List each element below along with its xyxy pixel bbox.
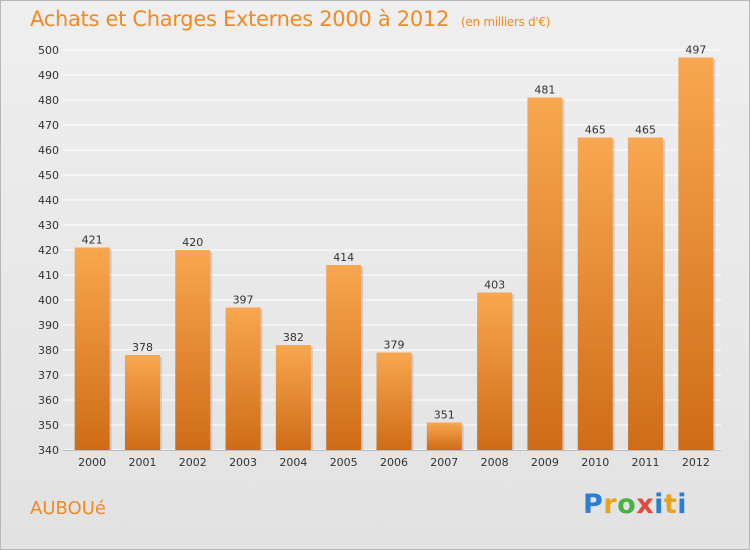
data-label: 379	[384, 339, 405, 352]
x-tick-label: 2004	[279, 456, 307, 469]
bar-2009	[527, 97, 563, 450]
x-tick-label: 2002	[179, 456, 207, 469]
y-tick-label: 380	[38, 344, 59, 357]
y-tick-label: 340	[38, 444, 59, 457]
bar-2006	[376, 352, 412, 450]
bar-2007	[426, 422, 462, 450]
data-label: 420	[182, 236, 203, 249]
x-tick-label: 2005	[330, 456, 358, 469]
y-tick-label: 420	[38, 244, 59, 257]
data-label: 465	[585, 124, 606, 137]
data-label: 465	[635, 124, 656, 137]
data-label: 403	[484, 279, 505, 292]
y-tick-label: 410	[38, 269, 59, 282]
logo-letter: r	[603, 489, 618, 520]
commune-name: AUBOUé	[30, 498, 106, 519]
data-label: 421	[82, 234, 103, 247]
chart-subtitle: (en milliers d'€)	[461, 15, 551, 29]
logo-letter: i	[677, 489, 688, 520]
y-tick-label: 400	[38, 294, 59, 307]
bar-2001	[124, 355, 160, 450]
y-tick-label: 500	[38, 44, 59, 57]
y-tick-label: 430	[38, 219, 59, 232]
y-tick-label: 490	[38, 69, 59, 82]
logo-letter: o	[617, 489, 637, 520]
data-label: 378	[132, 341, 153, 354]
proxiti-logo: Proxiti	[583, 489, 687, 520]
data-label: 497	[685, 44, 706, 57]
logo-letter: x	[636, 489, 655, 520]
data-label: 382	[283, 331, 304, 344]
y-tick-label: 480	[38, 94, 59, 107]
data-label: 397	[233, 294, 254, 307]
bar-2005	[326, 265, 362, 450]
x-tick-label: 2012	[682, 456, 710, 469]
y-tick-label: 470	[38, 119, 59, 132]
y-tick-label: 360	[38, 394, 59, 407]
data-label: 481	[534, 84, 555, 97]
y-tick-label: 390	[38, 319, 59, 332]
y-tick-label: 350	[38, 419, 59, 432]
bar-2000	[74, 247, 110, 450]
data-label: 351	[434, 409, 455, 422]
x-tick-label: 2011	[632, 456, 660, 469]
x-tick-label: 2001	[128, 456, 156, 469]
logo-letter: i	[654, 489, 664, 520]
x-tick-label: 2006	[380, 456, 408, 469]
x-tick-label: 2008	[481, 456, 509, 469]
bar-2002	[175, 250, 211, 450]
chart-title: Achats et Charges Externes 2000 à 2012 (e…	[30, 7, 550, 31]
x-tick-label: 2003	[229, 456, 257, 469]
logo-letter: t	[663, 489, 678, 520]
y-tick-label: 460	[38, 144, 59, 157]
x-tick-label: 2009	[531, 456, 559, 469]
bar-2012	[678, 57, 714, 450]
bar-2011	[628, 137, 664, 450]
bar-2003	[225, 307, 261, 450]
logo-letter: P	[583, 489, 604, 520]
bar-2010	[577, 137, 613, 450]
y-tick-label: 450	[38, 169, 59, 182]
y-tick-label: 370	[38, 369, 59, 382]
x-tick-label: 2010	[581, 456, 609, 469]
x-tick-label: 2000	[78, 456, 106, 469]
bar-2008	[477, 292, 513, 450]
data-label: 414	[333, 251, 354, 264]
bar-2004	[275, 345, 311, 450]
y-tick-label: 440	[38, 194, 59, 207]
chart-title-text: Achats et Charges Externes 2000 à 2012	[30, 7, 450, 31]
x-tick-label: 2007	[430, 456, 458, 469]
